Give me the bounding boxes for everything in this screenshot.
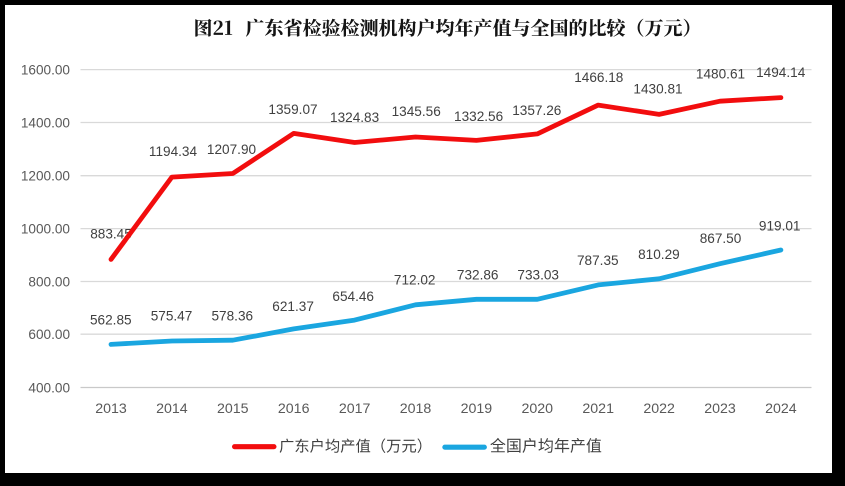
svg-text:787.35: 787.35 [577,253,619,268]
svg-text:732.86: 732.86 [457,267,499,282]
svg-text:1000.00: 1000.00 [21,222,71,237]
svg-text:1359.07: 1359.07 [268,102,317,117]
svg-text:1466.18: 1466.18 [574,70,623,85]
svg-text:600.00: 600.00 [28,327,70,342]
svg-text:883.45: 883.45 [90,226,132,241]
svg-text:1324.83: 1324.83 [330,110,379,125]
svg-text:1430.81: 1430.81 [633,81,682,96]
svg-text:1357.26: 1357.26 [512,103,561,118]
svg-text:1400.00: 1400.00 [21,116,71,131]
svg-text:578.36: 578.36 [212,309,254,324]
svg-text:2022: 2022 [643,401,675,417]
svg-text:1600.00: 1600.00 [21,63,71,78]
svg-text:2015: 2015 [217,401,249,417]
svg-text:919.01: 919.01 [759,218,801,233]
svg-text:2019: 2019 [461,401,493,417]
svg-text:1194.34: 1194.34 [149,144,198,159]
svg-text:1494.14: 1494.14 [756,65,806,80]
svg-text:2018: 2018 [400,401,432,417]
svg-text:2017: 2017 [339,401,371,417]
svg-text:2016: 2016 [278,401,310,417]
svg-text:400.00: 400.00 [28,381,70,396]
svg-text:712.02: 712.02 [394,272,436,287]
svg-text:867.50: 867.50 [700,231,742,246]
svg-text:2014: 2014 [156,401,188,417]
svg-text:621.37: 621.37 [272,299,314,314]
svg-text:810.29: 810.29 [638,247,680,262]
svg-text:1345.56: 1345.56 [392,104,441,119]
svg-text:575.47: 575.47 [151,309,193,324]
svg-text:2023: 2023 [704,401,736,417]
svg-text:562.85: 562.85 [90,313,132,328]
svg-text:2013: 2013 [95,401,127,417]
svg-text:800.00: 800.00 [28,275,70,290]
svg-text:733.03: 733.03 [517,267,559,282]
svg-text:2021: 2021 [582,401,614,417]
svg-text:1200.00: 1200.00 [21,169,71,184]
svg-text:1480.61: 1480.61 [696,66,745,81]
svg-text:654.46: 654.46 [332,289,374,304]
svg-text:1332.56: 1332.56 [454,109,503,124]
svg-text:2024: 2024 [765,401,797,417]
svg-text:2020: 2020 [522,401,554,417]
svg-text:1207.90: 1207.90 [207,142,257,157]
